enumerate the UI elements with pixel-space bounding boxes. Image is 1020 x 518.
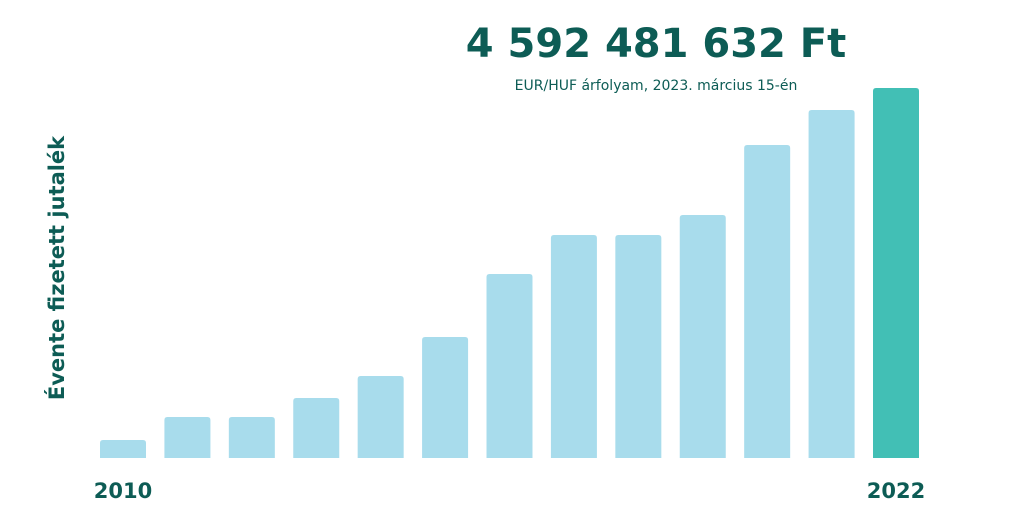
y-axis-label: Évente fizetett jutalék (44, 135, 69, 400)
bar (486, 273, 533, 458)
x-tick-label: 2022 (867, 479, 925, 503)
chart-subtitle: EUR/HUF árfolyam, 2023. március 15-én (515, 78, 798, 94)
bar (550, 234, 597, 458)
bar (808, 110, 855, 458)
bar (357, 375, 404, 458)
bar (100, 440, 146, 458)
bar (679, 215, 726, 458)
bar (744, 144, 791, 458)
bar (873, 88, 919, 458)
bar (422, 336, 469, 458)
chart-title: 4 592 481 632 Ft (466, 21, 846, 67)
bar (615, 234, 662, 458)
bar (228, 416, 275, 458)
bar (293, 397, 340, 458)
x-tick-label: 2010 (94, 479, 152, 503)
bar (164, 416, 211, 458)
